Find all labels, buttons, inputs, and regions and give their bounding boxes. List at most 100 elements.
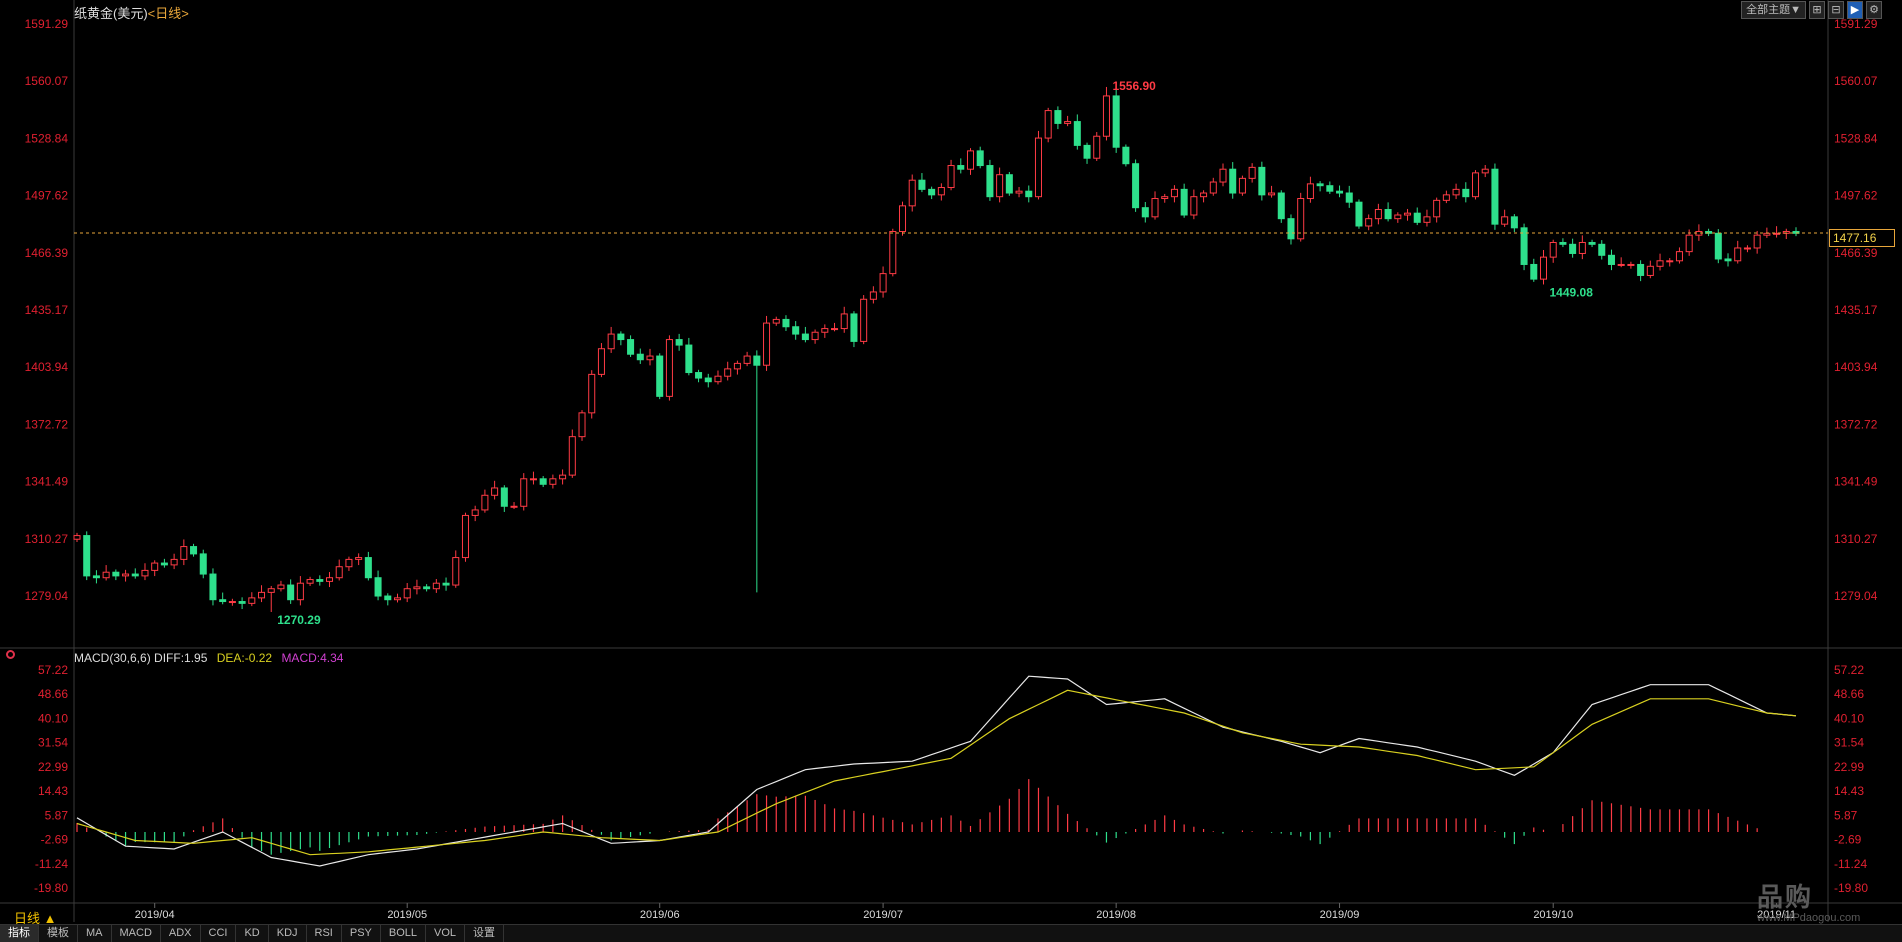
candle-body xyxy=(1073,121,1081,146)
candle-body xyxy=(83,535,91,577)
period-label[interactable]: <日线> xyxy=(147,6,189,21)
tab-macd[interactable]: MACD xyxy=(112,925,161,942)
candle-body xyxy=(578,412,586,438)
tab-vol[interactable]: VOL xyxy=(426,925,466,942)
max-price-label: 1556.90 xyxy=(1112,79,1156,93)
candle-body xyxy=(296,582,304,601)
candle-body xyxy=(889,230,897,275)
candle-body xyxy=(811,331,819,341)
candle-body xyxy=(1714,232,1722,260)
tab-templates[interactable]: 模板 xyxy=(39,925,78,942)
tab-ma[interactable]: MA xyxy=(78,925,112,942)
candle-body xyxy=(860,298,868,342)
candle-body xyxy=(957,165,965,170)
local-min-price-label: 1449.08 xyxy=(1549,285,1593,299)
price-axis-right-label: 1372.72 xyxy=(1834,417,1878,431)
min-price-label: 1270.29 xyxy=(277,613,321,627)
candle-body xyxy=(141,569,149,577)
candle-body xyxy=(131,573,139,577)
expand-icon[interactable]: ⊞ xyxy=(1809,1,1825,19)
tab-indicators[interactable]: 指标 xyxy=(0,925,39,942)
price-axis-left-label: 1310.27 xyxy=(25,532,69,546)
candle-body xyxy=(393,597,402,601)
candle-body xyxy=(617,333,625,341)
tab-rsi[interactable]: RSI xyxy=(307,925,342,942)
candle-body xyxy=(1112,95,1120,148)
candle-body xyxy=(1248,166,1256,179)
candle-body xyxy=(1365,218,1373,227)
price-axis-right-label: 1435.17 xyxy=(1834,303,1878,317)
price-axis-left-label: 1497.62 xyxy=(25,189,69,203)
candle-body xyxy=(122,573,130,577)
candle-body xyxy=(1316,183,1324,187)
candle-body xyxy=(821,328,829,333)
candle-body xyxy=(898,205,907,232)
candle-body xyxy=(1180,188,1188,216)
candle-body xyxy=(772,318,780,324)
macd-axis-left-label: 22.99 xyxy=(38,760,68,774)
settings-icon[interactable]: ⚙ xyxy=(1866,1,1882,19)
price-axis-left-label: 1435.17 xyxy=(25,303,69,317)
candle-body xyxy=(277,584,285,590)
price-axis-right-label: 1591.29 xyxy=(1834,17,1878,31)
time-axis-label: 2019/06 xyxy=(640,909,680,921)
theme-dropdown-button[interactable]: 全部主题▼ xyxy=(1741,1,1806,19)
instrument-name: 纸黄金(美元) xyxy=(74,6,148,21)
macd-axis-left-label: 14.43 xyxy=(38,784,68,798)
candle-body xyxy=(559,474,567,480)
candle-body xyxy=(1306,183,1314,200)
tab-kd[interactable]: KD xyxy=(236,925,269,942)
candle-body xyxy=(1161,196,1169,200)
candle-body xyxy=(1617,263,1625,266)
macd-axis-left-label: 48.66 xyxy=(38,687,68,701)
candle-body xyxy=(151,562,159,571)
candle-body xyxy=(529,478,537,481)
top-toolbar: 全部主题▼ ⊞ ⊟ ▶ ⚙ xyxy=(1741,1,1882,19)
candle-body xyxy=(627,339,635,355)
candle-body xyxy=(996,174,1004,198)
candle-body xyxy=(1355,201,1363,227)
candle-body xyxy=(1491,168,1499,225)
candle-body xyxy=(549,478,557,485)
tab-cci[interactable]: CCI xyxy=(201,925,237,942)
candle-body xyxy=(1423,216,1431,223)
price-axis-right-label: 1466.39 xyxy=(1834,246,1878,260)
candle-body xyxy=(1627,263,1635,266)
candle-body xyxy=(335,566,343,579)
time-axis-label: 2019/10 xyxy=(1533,909,1573,921)
price-axis-right-label: 1560.07 xyxy=(1834,74,1878,88)
tab-settings[interactable]: 设置 xyxy=(465,925,505,942)
candle-body xyxy=(607,333,615,350)
tab-adx[interactable]: ADX xyxy=(161,925,201,942)
macd-axis-right-label: 14.43 xyxy=(1834,784,1864,798)
candle-body xyxy=(1675,251,1683,262)
candle-body xyxy=(1093,135,1101,159)
macd-diff-line xyxy=(76,675,1797,867)
indicator-settings-icon[interactable] xyxy=(6,650,15,659)
instrument-title: 纸黄金(美元)<日线> xyxy=(74,3,189,22)
candle-body xyxy=(869,291,877,300)
candle-body xyxy=(733,362,741,370)
candle-body xyxy=(724,368,732,377)
tab-boll[interactable]: BOLL xyxy=(381,925,427,942)
watermark: 品购 www.MPdaogou.com xyxy=(1757,877,1860,924)
macd-diff-value: DIFF:1.95 xyxy=(154,651,208,665)
candle-body xyxy=(471,509,479,516)
tab-kdj[interactable]: KDJ xyxy=(269,925,307,942)
collapse-icon[interactable]: ⊟ xyxy=(1828,1,1844,19)
candle-body xyxy=(180,546,188,560)
candle-body xyxy=(1384,209,1392,220)
candle-body xyxy=(1607,254,1615,265)
play-icon[interactable]: ▶ xyxy=(1847,1,1863,19)
candle-body xyxy=(1394,214,1402,220)
tab-psy[interactable]: PSY xyxy=(342,925,381,942)
period-selector[interactable]: 日线 ▲ xyxy=(14,911,57,926)
candle-body xyxy=(238,601,246,604)
macd-axis-left-label: -19.80 xyxy=(34,881,68,895)
candle-body xyxy=(1141,207,1149,218)
candle-body xyxy=(1005,174,1013,194)
time-axis-label: 2019/07 xyxy=(863,909,903,921)
candle-body xyxy=(1170,188,1178,198)
candle-body xyxy=(112,571,120,577)
